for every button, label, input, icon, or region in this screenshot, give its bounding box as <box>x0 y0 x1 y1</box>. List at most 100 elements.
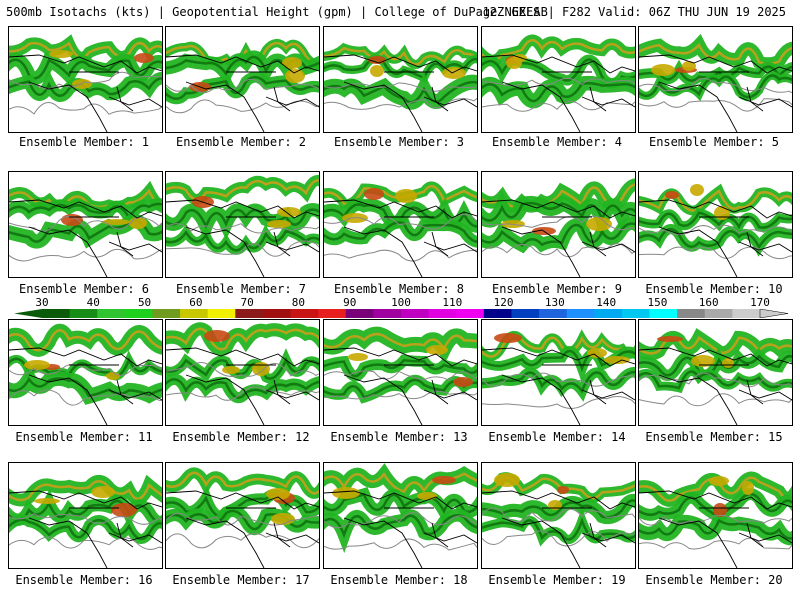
ensemble-member-map <box>323 319 478 426</box>
ensemble-member-label: Ensemble Member: 13 <box>330 430 468 444</box>
isotach-fill <box>9 474 162 544</box>
height-contours <box>9 363 162 406</box>
ensemble-member-map <box>165 462 320 569</box>
height-contours <box>324 214 477 262</box>
ensemble-member-map <box>481 171 636 278</box>
coastline <box>166 199 319 277</box>
ensemble-member-label: Ensemble Member: 20 <box>645 573 783 587</box>
colorbar-cell <box>42 309 71 318</box>
isotach-fill <box>166 175 319 255</box>
colorbar-tick-label: 150 <box>647 296 668 309</box>
coastline <box>482 490 635 568</box>
ensemble-member-map <box>638 462 793 569</box>
isotach-fill <box>482 472 635 547</box>
ensemble-member-label: Ensemble Member: 10 <box>645 282 783 296</box>
ensemble-member-map <box>638 319 793 426</box>
colorbar-cell <box>566 309 595 318</box>
colorbar-cell <box>621 309 651 318</box>
colorbar-cell <box>732 309 761 318</box>
colorbar-cell <box>677 309 706 318</box>
colorbar-tick-label: 140 <box>596 296 617 309</box>
coastline <box>9 347 162 425</box>
colorbar-cell <box>97 309 126 318</box>
colorbar-tick-label: 100 <box>391 296 411 309</box>
ensemble-member-map <box>481 319 636 426</box>
ensemble-member-map <box>165 171 320 278</box>
ensemble-member-map <box>481 26 636 133</box>
height-contours <box>639 224 792 260</box>
colorbar-cell <box>69 309 98 318</box>
ensemble-member-label: Ensemble Member: 2 <box>175 135 307 149</box>
ensemble-member-label: Ensemble Member: 1 <box>18 135 150 149</box>
height-contours <box>482 507 635 547</box>
isotach-fill <box>166 322 319 404</box>
colorbar-cell <box>152 309 181 318</box>
colorbar-cell <box>235 309 264 318</box>
ensemble-member-map <box>8 462 163 569</box>
coastline <box>166 347 319 425</box>
colorbar-tick-label: 170 <box>750 296 770 309</box>
coastline <box>166 490 319 568</box>
ensemble-member-map <box>638 26 793 133</box>
ensemble-member-label: Ensemble Member: 6 <box>18 282 150 296</box>
ensemble-member-map <box>165 319 320 426</box>
map-title-left: 500mb Isotachs (kts) | Geopotential Heig… <box>6 5 548 19</box>
ensemble-member-label: Ensemble Member: 12 <box>172 430 310 444</box>
colorbar-cell <box>262 309 292 318</box>
height-contours <box>324 512 477 551</box>
coastline <box>324 54 477 132</box>
ensemble-member-map <box>8 319 163 426</box>
ensemble-member-label: Ensemble Member: 11 <box>15 430 153 444</box>
colorbar-tick-label: 110 <box>442 296 463 309</box>
colorbar-tick-label: 40 <box>86 296 100 309</box>
coastline <box>639 54 792 132</box>
coastline <box>9 54 162 132</box>
height-contours <box>639 78 792 112</box>
coastline <box>166 54 319 132</box>
height-contours <box>9 513 162 550</box>
height-contours <box>166 512 319 549</box>
colorbar-cell <box>290 309 319 318</box>
colorbar-cell <box>511 309 540 318</box>
colorbar-tick-label: 90 <box>343 296 357 309</box>
isotach-fill <box>639 183 792 257</box>
colorbar-cell <box>401 309 430 318</box>
colorbar-cell <box>428 309 457 318</box>
colorbar-tick-label: 60 <box>189 296 203 309</box>
isotach-fill <box>482 329 635 402</box>
colorbar-cell <box>594 309 623 318</box>
ensemble-member-label: Ensemble Member: 3 <box>333 135 465 149</box>
ensemble-member-map <box>481 462 636 569</box>
isotach-fill <box>482 178 635 254</box>
coastline <box>9 199 162 277</box>
colorbar-cell <box>759 309 788 318</box>
height-contours <box>166 78 319 114</box>
colorbar-cell <box>207 309 236 318</box>
colorbar-tick-label: 120 <box>493 296 514 309</box>
colorbar-cell <box>704 309 733 318</box>
colorbar-tick-label: 30 <box>35 296 49 309</box>
coastline <box>639 490 792 568</box>
ensemble-member-label: Ensemble Member: 16 <box>15 573 153 587</box>
ensemble-member-label: Ensemble Member: 8 <box>333 282 465 296</box>
coastline <box>324 347 477 425</box>
ensemble-member-map <box>638 171 793 278</box>
ensemble-member-label: Ensemble Member: 7 <box>175 282 307 296</box>
isotach-fill <box>324 326 477 404</box>
coastline <box>639 199 792 277</box>
isotach-fill <box>166 38 319 105</box>
height-contours <box>166 362 319 401</box>
isotach-fill <box>9 323 162 405</box>
isotach-fill <box>324 181 477 248</box>
isotach-fill <box>639 328 792 394</box>
height-contours <box>639 372 792 407</box>
colorbar-tick-label: 160 <box>698 296 719 309</box>
coastline <box>482 199 635 277</box>
ensemble-member-label: Ensemble Member: 17 <box>172 573 310 587</box>
ensemble-member-map <box>323 462 478 569</box>
ensemble-member-map <box>8 171 163 278</box>
colorbar-cell <box>124 309 153 318</box>
coastline <box>482 347 635 425</box>
isotach-fill <box>482 34 635 109</box>
colorbar-cell <box>456 309 485 318</box>
